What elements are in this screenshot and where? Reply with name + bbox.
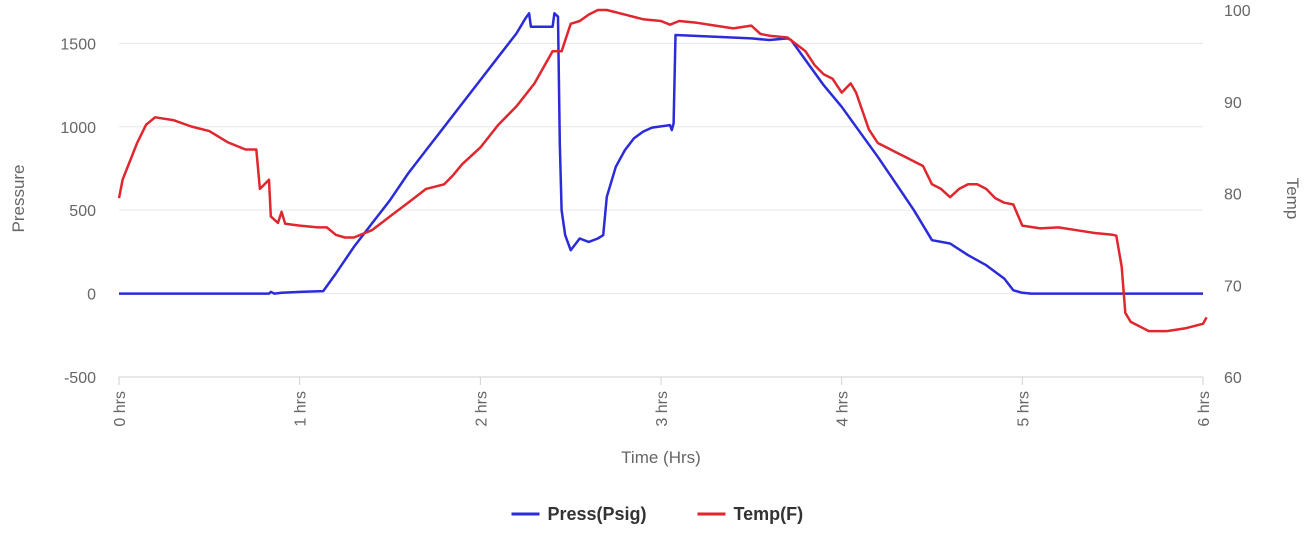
y-left-tick-label: -500 [64, 370, 96, 387]
series-line-pressure [119, 12, 1203, 295]
legend-label: Temp(F) [734, 504, 804, 524]
legend-label: Press(Psig) [548, 504, 647, 524]
y-right-tick-label: 100 [1224, 3, 1251, 20]
y-right-tick-label: 90 [1224, 95, 1242, 112]
x-tick-label: 4 hrs [835, 391, 852, 427]
y-left-tick-label: 0 [87, 287, 96, 304]
y-axis-title-right: Temp [1283, 178, 1302, 220]
x-axis-title: Time (Hrs) [621, 448, 701, 467]
y-axis-title-left: Pressure [9, 164, 28, 232]
legend-item-temperature[interactable]: Temp(F) [697, 504, 804, 524]
y-left-tick-label: 1000 [60, 120, 96, 137]
y-left-tick-label: 1500 [60, 36, 96, 53]
legend[interactable]: Press(Psig) Temp(F) [511, 504, 804, 524]
y-right-tick-label: 80 [1224, 187, 1242, 204]
x-tick-label: 2 hrs [473, 391, 490, 427]
x-tick-label: 1 hrs [293, 391, 310, 427]
x-tick-label: 0 hrs [112, 391, 129, 427]
y-right-tick-label: 60 [1224, 370, 1242, 387]
y-right-tick-label: 70 [1224, 278, 1242, 295]
x-tick-label: 5 hrs [1015, 391, 1032, 427]
grid-lines [119, 42, 1203, 378]
y-left-tick-label: 500 [69, 203, 96, 220]
series-lines [117, 8, 1208, 333]
x-tick-label: 3 hrs [654, 391, 671, 427]
axes: -500 0 500 1000 1500 60 70 80 90 100 0 hrs 1 hrs 2 h… [60, 3, 1250, 427]
series-line-temperature [117, 8, 1208, 333]
legend-item-pressure[interactable]: Press(Psig) [511, 504, 647, 524]
x-tick-label: 6 hrs [1196, 391, 1213, 427]
